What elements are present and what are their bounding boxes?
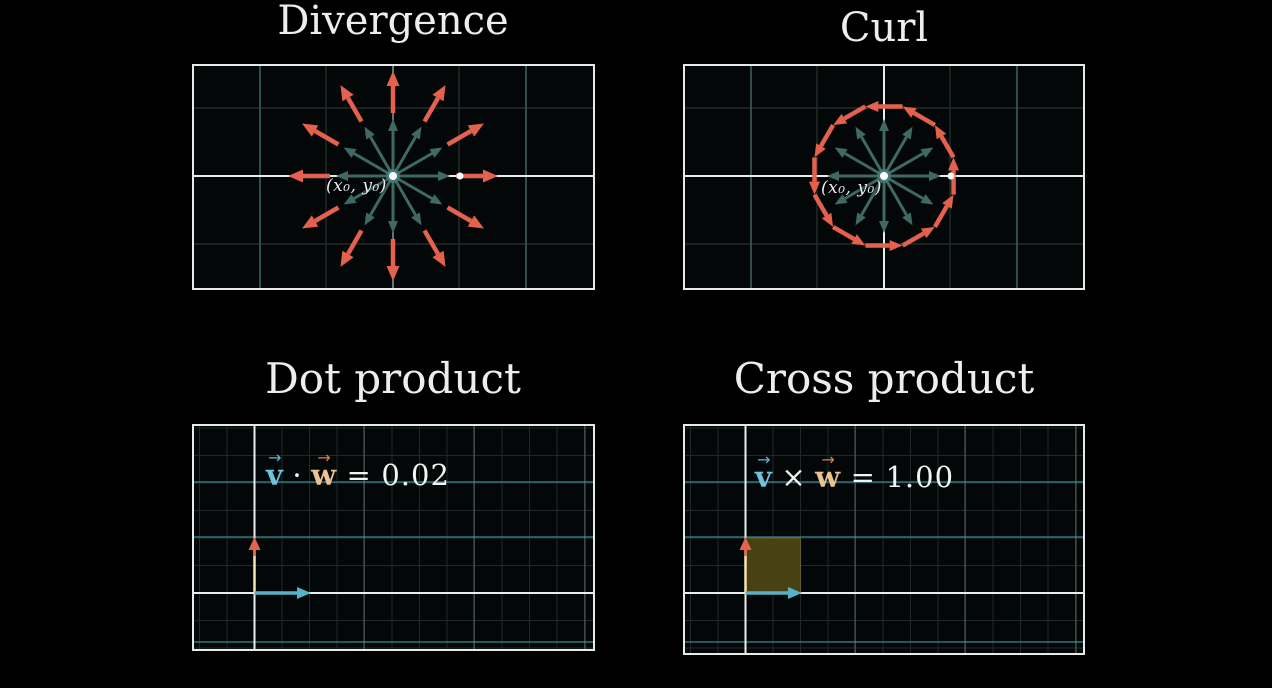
cross-product-value: 1.00 [885,460,955,494]
vec-w-arrow-icon: → [821,450,836,470]
vec-v-letter: v [755,460,773,494]
curl-panel: (x₀, y₀) [683,64,1085,290]
vector-v-symbol: v → [266,448,284,492]
vector-w-up [248,537,261,593]
cross-product-plot-svg [685,426,1083,653]
teal-field-arrows [827,119,941,233]
vector-v-right [745,587,802,599]
vec-v-arrow-icon: → [757,450,771,470]
grid [685,426,1083,653]
curl-title: Curl [839,5,929,51]
dot-product-title: Dot product [265,354,521,403]
dot-product-value: 0.02 [381,458,450,492]
grid [194,426,593,649]
vec-w-letter: w [311,458,337,492]
divergence-point-label: (x₀, y₀) [326,176,387,196]
red-field-arrows [808,100,960,252]
vec-v-letter: v [266,458,284,492]
vec-v-arrow-icon: → [268,448,282,468]
vector-v-symbol: v → [755,450,773,494]
vector-w-symbol: w → [311,448,337,492]
dot-product-plot-svg [194,426,593,649]
sample-point-dots [877,169,955,183]
sample-point-dots [386,169,464,183]
divergence-field-svg [194,66,593,288]
unit-square [745,537,801,594]
vector-v-right [254,587,311,599]
equals-sign: = [346,458,372,492]
teal-field-arrows [336,119,450,233]
red-field-arrows [288,71,498,281]
equals-sign: = [850,460,876,494]
curl-point-label: (x₀, y₀) [821,178,882,198]
divergence-panel: (x₀, y₀) [192,64,595,290]
cross-product-title: Cross product [733,354,1035,403]
cross-product-panel: v → × w → = 1.00 [683,424,1085,655]
dot-product-formula: v → · w → = 0.02 [266,448,450,492]
curl-field-svg [685,66,1083,288]
vector-w-up [739,537,752,593]
vec-w-letter: w [815,460,841,494]
dot-product-panel: v → · w → = 0.02 [192,424,595,651]
cross-operator: × [781,460,807,494]
vector-w-symbol: w → [815,450,841,494]
divergence-title: Divergence [277,0,509,44]
cross-product-formula: v → × w → = 1.00 [755,450,955,494]
vec-w-arrow-icon: → [317,448,332,468]
dot-operator: · [292,458,303,492]
